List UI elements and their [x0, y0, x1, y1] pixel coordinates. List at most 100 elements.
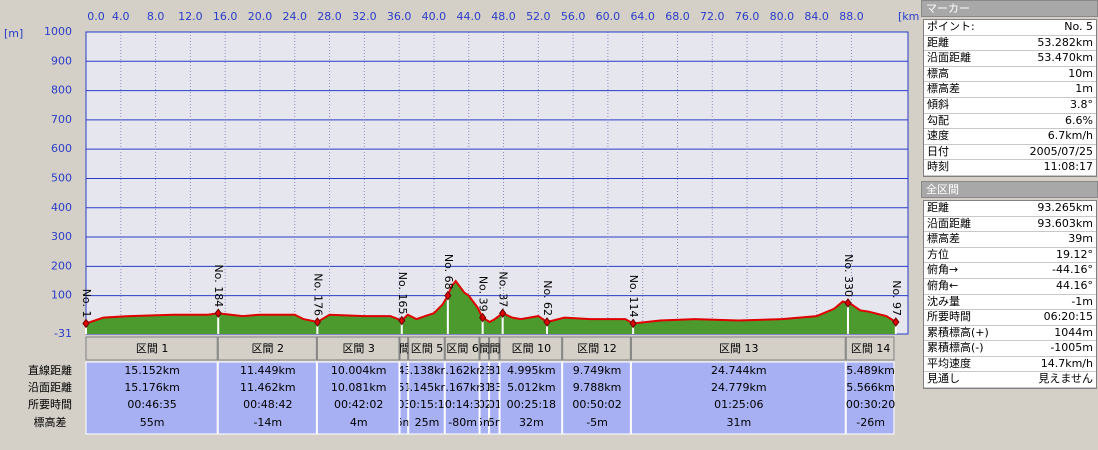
section-body — [562, 361, 631, 435]
x-tick-label: 64.0 — [630, 10, 655, 23]
section-cell: 4.145km — [403, 381, 452, 394]
panel-table: ポイント: No. 5 距離 53.282km 沿面距離 53.470km 標高 10m 標高差… — [923, 19, 1097, 177]
section-cell: 0.631km — [461, 381, 510, 394]
y-tick-label: -31 — [54, 327, 72, 340]
row-label: 所要時間 — [28, 398, 72, 411]
section-header — [316, 336, 400, 361]
row-key: 沈み量 — [927, 294, 960, 308]
section: 区間 8 0.581km 0.583km 00:01:55 -5m — [471, 342, 520, 429]
x-tick-label: 44.0 — [456, 10, 481, 23]
section-header — [499, 336, 563, 361]
section-cell: 11.462km — [240, 381, 296, 394]
panel-row: ポイント: No. 5 — [924, 20, 1096, 36]
row-value: 39m — [1068, 232, 1093, 246]
row-value: 6.6% — [1065, 113, 1093, 127]
section-cell: 9.749km — [573, 364, 622, 377]
x-tick-label: 84.0 — [804, 10, 829, 23]
section-cell: 15.176km — [124, 381, 180, 394]
row-key: 所要時間 — [927, 310, 971, 324]
section-cell: 00:42:02 — [334, 398, 383, 411]
row-value: 11:08:17 — [1043, 160, 1093, 174]
marker — [892, 317, 900, 327]
marker — [444, 290, 452, 301]
section-cell: 00:15:14 — [402, 398, 451, 411]
section-cell: 0.583km — [471, 381, 520, 394]
row-value: 19.12° — [1056, 247, 1093, 261]
row-value: 2005/07/25 — [1029, 144, 1093, 158]
section-body — [630, 361, 846, 435]
x-tick-label: 76.0 — [735, 10, 760, 23]
x-tick-label: 32.0 — [352, 10, 377, 23]
panel-row: 所要時間 06:20:15 — [924, 310, 1096, 326]
panel-row: 距離 93.265km — [924, 201, 1096, 217]
x-tick-label: 72.0 — [700, 10, 725, 23]
section: 区間 5 4.138km 4.145km 00:15:14 25m — [402, 342, 452, 429]
y-tick-label: 500 — [51, 171, 72, 184]
row-value: 見えません — [1038, 372, 1093, 386]
panel-row: 見通し 見えません — [924, 372, 1096, 389]
section-name: 区間 7 — [469, 342, 502, 355]
marker — [543, 317, 551, 327]
section-cell: 00:48:42 — [243, 398, 292, 411]
y-tick-label: 200 — [51, 259, 72, 272]
section-cell: 4.167km — [438, 381, 487, 394]
section-cell: 0.851km — [380, 381, 429, 394]
marker — [479, 312, 487, 323]
section-cell: 4.138km — [403, 364, 452, 377]
section: 区間 4 0.843km 0.851km 00:03:14 6m — [380, 342, 429, 429]
section-cell: 4.995km — [507, 364, 556, 377]
x-tick-label: 0.0 — [87, 10, 105, 23]
x-tick-label: 80.0 — [770, 10, 795, 23]
row-label: 標高差 — [34, 415, 67, 429]
row-key: 俯角→ — [927, 263, 959, 277]
panel-header: 全区間 — [921, 180, 1098, 198]
panel-row: 累積標高(+) 1044m — [924, 326, 1096, 342]
x-tick-label: 68.0 — [665, 10, 690, 23]
y-tick-label: 900 — [51, 54, 72, 67]
panel-row: 方位 19.12° — [924, 248, 1096, 264]
x-tick-label: 48.0 — [491, 10, 516, 23]
panel-row: 沿面距離 93.603km — [924, 217, 1096, 233]
row-value: -44.16° — [1052, 263, 1093, 277]
row-value: 53.470km — [1037, 51, 1093, 65]
section-cell: -5m — [586, 416, 608, 429]
x-tick-label: 28.0 — [317, 10, 342, 23]
section-cell: 55m — [140, 416, 165, 429]
profile-chart: [m] [km] -31 100 200 300 400 500 600 700 800 900 1… — [4, 10, 920, 435]
section-header — [562, 336, 631, 361]
marker — [313, 317, 322, 327]
section-cell: 11.449km — [240, 364, 296, 377]
marker-label: No. 39 — [477, 276, 490, 312]
panel-row: 傾斜 3.8° — [924, 98, 1096, 114]
section-cell: 10.004km — [331, 364, 387, 377]
section-body — [316, 361, 400, 435]
marker-label: No. 37 — [497, 271, 510, 307]
section-cell: 5m — [476, 416, 494, 429]
y-tick-label: 100 — [51, 289, 72, 302]
section-cell: 32m — [519, 416, 544, 429]
row-key: 距離 — [927, 200, 949, 214]
section-body — [479, 361, 490, 435]
section-cell: 00:30:20 — [846, 398, 895, 411]
marker — [629, 318, 637, 329]
marker — [398, 315, 406, 326]
section-name: 区間 5 — [411, 342, 444, 355]
row-key: 勾配 — [927, 113, 949, 127]
panel-row: 標高差 39m — [924, 232, 1096, 248]
panel-header: マーカー — [921, 0, 1098, 17]
row-key: 速度 — [927, 129, 949, 143]
section: 区間 3 10.004km 10.081km 00:42:02 4m — [331, 342, 387, 429]
section-cell: -26m — [856, 416, 885, 429]
marker-label: No. 62 — [541, 280, 554, 316]
row-key: ポイント: — [927, 20, 975, 33]
panel-row: 時刻 11:08:17 — [924, 160, 1096, 176]
x-tick-label: 20.0 — [248, 10, 273, 23]
panel-row: 累積標高(-) -1005m — [924, 341, 1096, 357]
section-cell: 5.012km — [507, 381, 556, 394]
section-name: 区間 6 — [446, 342, 479, 355]
section-cell: 0.581km — [471, 364, 520, 377]
section-cell: 6m — [396, 416, 414, 429]
panel-table: 距離 93.265km 沿面距離 93.603km 標高差 39m 方位 19.12° 俯角→ -… — [923, 199, 1097, 390]
x-tick-label: 24.0 — [283, 10, 308, 23]
section-body — [85, 361, 218, 435]
